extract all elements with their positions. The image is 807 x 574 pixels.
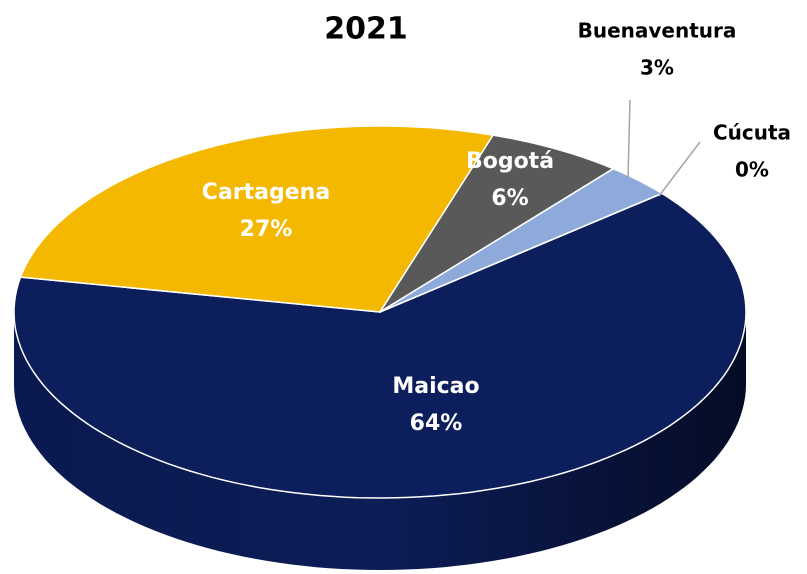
slice bbox=[379, 134, 615, 313]
pie-sides bbox=[14, 312, 746, 570]
slice-label: Bogotá bbox=[466, 149, 554, 174]
pie-tops bbox=[13, 125, 747, 499]
slice-label: Cúcuta bbox=[713, 121, 791, 145]
slice bbox=[379, 192, 663, 313]
leader-line bbox=[658, 141, 701, 197]
slice bbox=[19, 125, 494, 313]
slice-label: Maicao bbox=[392, 374, 479, 399]
slice-value-label: 27% bbox=[240, 217, 293, 242]
slice-side bbox=[14, 312, 746, 570]
slice-value-label: 6% bbox=[491, 186, 528, 211]
slice-value-label: 64% bbox=[410, 411, 463, 436]
slice bbox=[13, 192, 747, 499]
slice-label: Buenaventura bbox=[578, 19, 737, 43]
slice-label: Cartagena bbox=[202, 180, 330, 205]
chart-title: 2021 bbox=[324, 12, 408, 47]
slice-value-label: 3% bbox=[640, 56, 674, 80]
leader-line bbox=[627, 99, 631, 179]
labels: Maicao 64% Cartagena 27% Bogotá 6% Buenaventur… bbox=[202, 19, 791, 437]
slice-value-label: 0% bbox=[735, 158, 769, 182]
slice bbox=[379, 167, 663, 313]
